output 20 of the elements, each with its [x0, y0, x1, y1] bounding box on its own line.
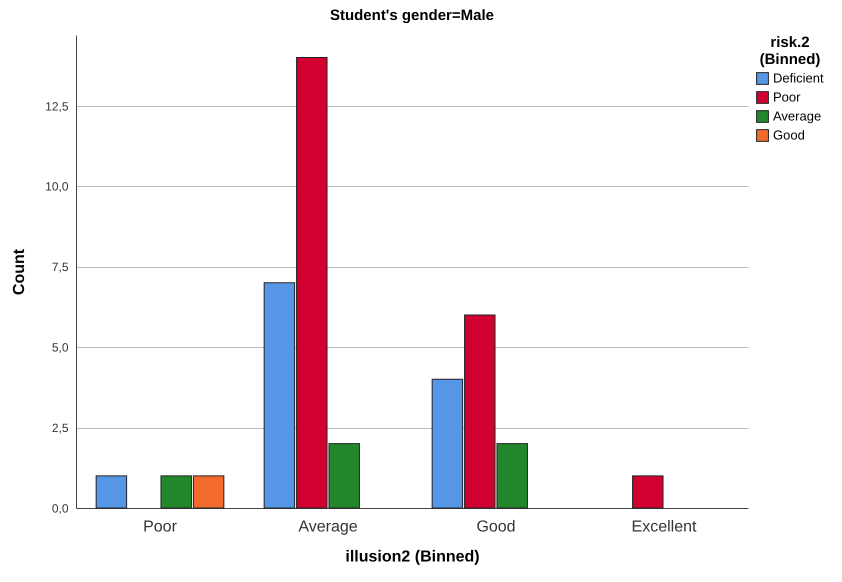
chart-title: Student's gender=Male	[330, 7, 494, 24]
y-tick-label: 0,0	[52, 502, 69, 516]
legend-label: Average	[773, 108, 822, 124]
x-tick-label: Excellent	[632, 518, 698, 536]
bar	[96, 475, 128, 508]
y-tick-label: 5,0	[52, 340, 69, 355]
y-tick-label: 10,0	[45, 180, 69, 194]
x-axis-title: illusion2 (Binned)	[345, 548, 480, 566]
legend-label: Good	[773, 128, 805, 142]
y-tick-label: 7,5	[52, 260, 69, 274]
y-tick-label: 12,5	[45, 99, 69, 114]
legend-label: Poor	[773, 90, 802, 104]
legend-label: Deficient	[773, 70, 824, 86]
x-tick-label: Poor	[143, 518, 178, 536]
y-tick-label: 2,5	[52, 421, 69, 436]
y-axis-title: Count	[11, 248, 28, 296]
bar	[632, 475, 664, 508]
legend-title: risk.2 (Binned)	[760, 34, 820, 68]
x-tick-label: Good	[476, 518, 516, 536]
x-tick-label: Average	[298, 518, 358, 536]
